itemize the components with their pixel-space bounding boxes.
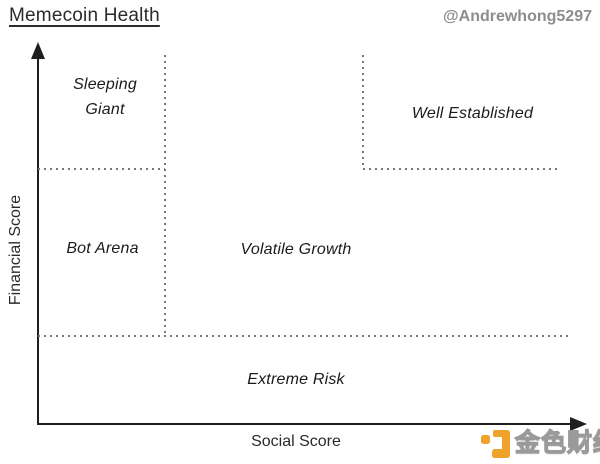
- y-axis-label: Financial Score: [7, 194, 24, 306]
- x-axis-label: Social Score: [251, 433, 341, 450]
- brand-watermark-text: 金色财经: [514, 429, 600, 457]
- y-axis-line: [37, 52, 39, 425]
- boundary-vertical-left: [164, 55, 166, 336]
- x-axis-arrowhead-icon: [570, 417, 587, 431]
- jinse-logo-icon: [481, 430, 510, 458]
- region-label-well-established: Well Established: [411, 105, 534, 122]
- boundary-horizontal-bottom: [38, 335, 568, 337]
- region-label-bot-arena: Bot Arena: [66, 240, 139, 257]
- boundary-horizontal-top-left: [38, 168, 165, 170]
- y-axis-arrowhead-icon: [31, 42, 45, 59]
- boundary-horizontal-top-right: [363, 168, 561, 170]
- boundary-vertical-right: [362, 55, 364, 169]
- region-label-volatile-growth: Volatile Growth: [240, 241, 352, 258]
- region-label-extreme-risk: Extreme Risk: [247, 371, 345, 388]
- region-label-sleeping-giant: Sleeping Giant: [73, 76, 137, 118]
- jinse-finance-logo: 金色财经: [480, 427, 600, 460]
- page-title: Memecoin Health: [9, 5, 160, 26]
- x-axis-line: [37, 423, 573, 425]
- author-watermark: @Andrewhong5297: [443, 8, 592, 25]
